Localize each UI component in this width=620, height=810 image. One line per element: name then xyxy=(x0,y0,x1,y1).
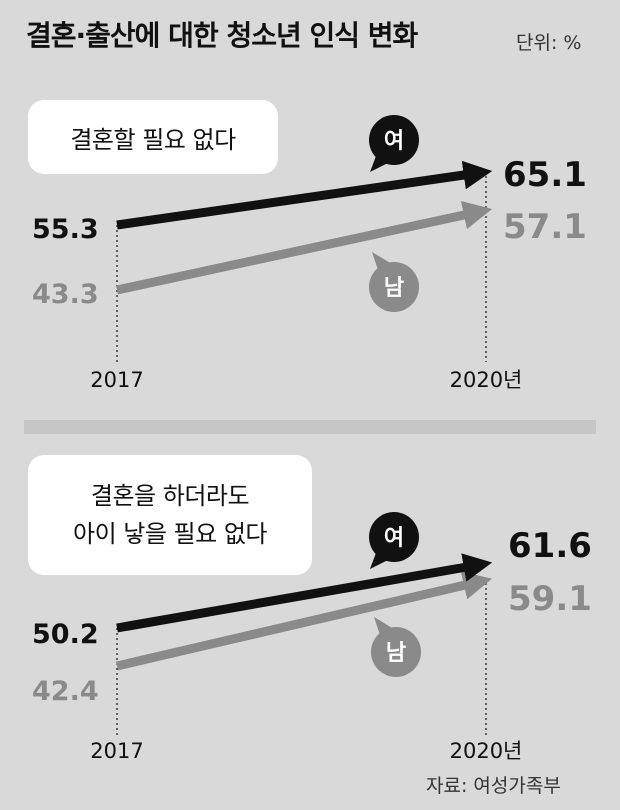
chart1-male-end-label: 57.1 xyxy=(503,207,587,247)
chart1-x-label-2020: 2020년 xyxy=(450,368,523,392)
chart1-female-line xyxy=(116,160,493,230)
chart2-male-start-label: 42.4 xyxy=(32,676,99,707)
chart1-title: 결혼할 필요 없다 xyxy=(70,126,236,154)
chart2-x-label-2017: 2017 xyxy=(90,739,143,763)
chart2: 50.2 42.4 61.6 59.1 여 남 2017 2020년 xyxy=(32,512,592,763)
chart2-male-line xyxy=(115,571,493,671)
chart2-title-line1: 결혼을 하더라도 xyxy=(90,482,250,510)
chart1-male-line xyxy=(116,200,493,295)
chart2-female-line xyxy=(116,553,493,633)
unit-label: 단위: % xyxy=(516,32,582,54)
chart1: 55.3 43.3 65.1 57.1 여 남 2017 2020년 xyxy=(32,115,587,392)
chart2-female-end-label: 61.6 xyxy=(508,526,592,566)
source-note: 자료: 여성가족부 xyxy=(426,775,561,797)
chart2-male-end-label: 59.1 xyxy=(508,579,592,619)
chart2-male-badge-label: 남 xyxy=(386,641,406,666)
chart2-female-start-label: 50.2 xyxy=(32,619,99,650)
chart2-x-label-2020: 2020년 xyxy=(450,739,523,763)
chart1-caption-box: 결혼할 필요 없다 xyxy=(28,100,278,174)
chart1-female-start-label: 55.3 xyxy=(32,214,99,245)
chart1-male-start-label: 43.3 xyxy=(32,279,99,310)
chart1-female-badge: 여 xyxy=(369,115,419,172)
chart1-female-badge-label: 여 xyxy=(384,129,404,154)
chart1-female-end-label: 65.1 xyxy=(503,155,587,195)
chart2-male-badge: 남 xyxy=(371,617,421,677)
chart2-female-badge: 여 xyxy=(369,512,419,569)
chart2-title-line2: 아이 낳을 필요 없다 xyxy=(72,520,268,548)
section-divider xyxy=(24,420,596,434)
chart2-caption-box: 결혼을 하더라도 아이 낳을 필요 없다 xyxy=(28,455,312,575)
chart1-male-badge: 남 xyxy=(369,252,419,312)
chart1-x-label-2017: 2017 xyxy=(90,368,143,392)
chart2-female-badge-label: 여 xyxy=(384,526,404,551)
chart1-male-badge-label: 남 xyxy=(384,276,404,301)
page-title: 결혼·출산에 대한 청소년 인식 변화 xyxy=(26,19,418,52)
